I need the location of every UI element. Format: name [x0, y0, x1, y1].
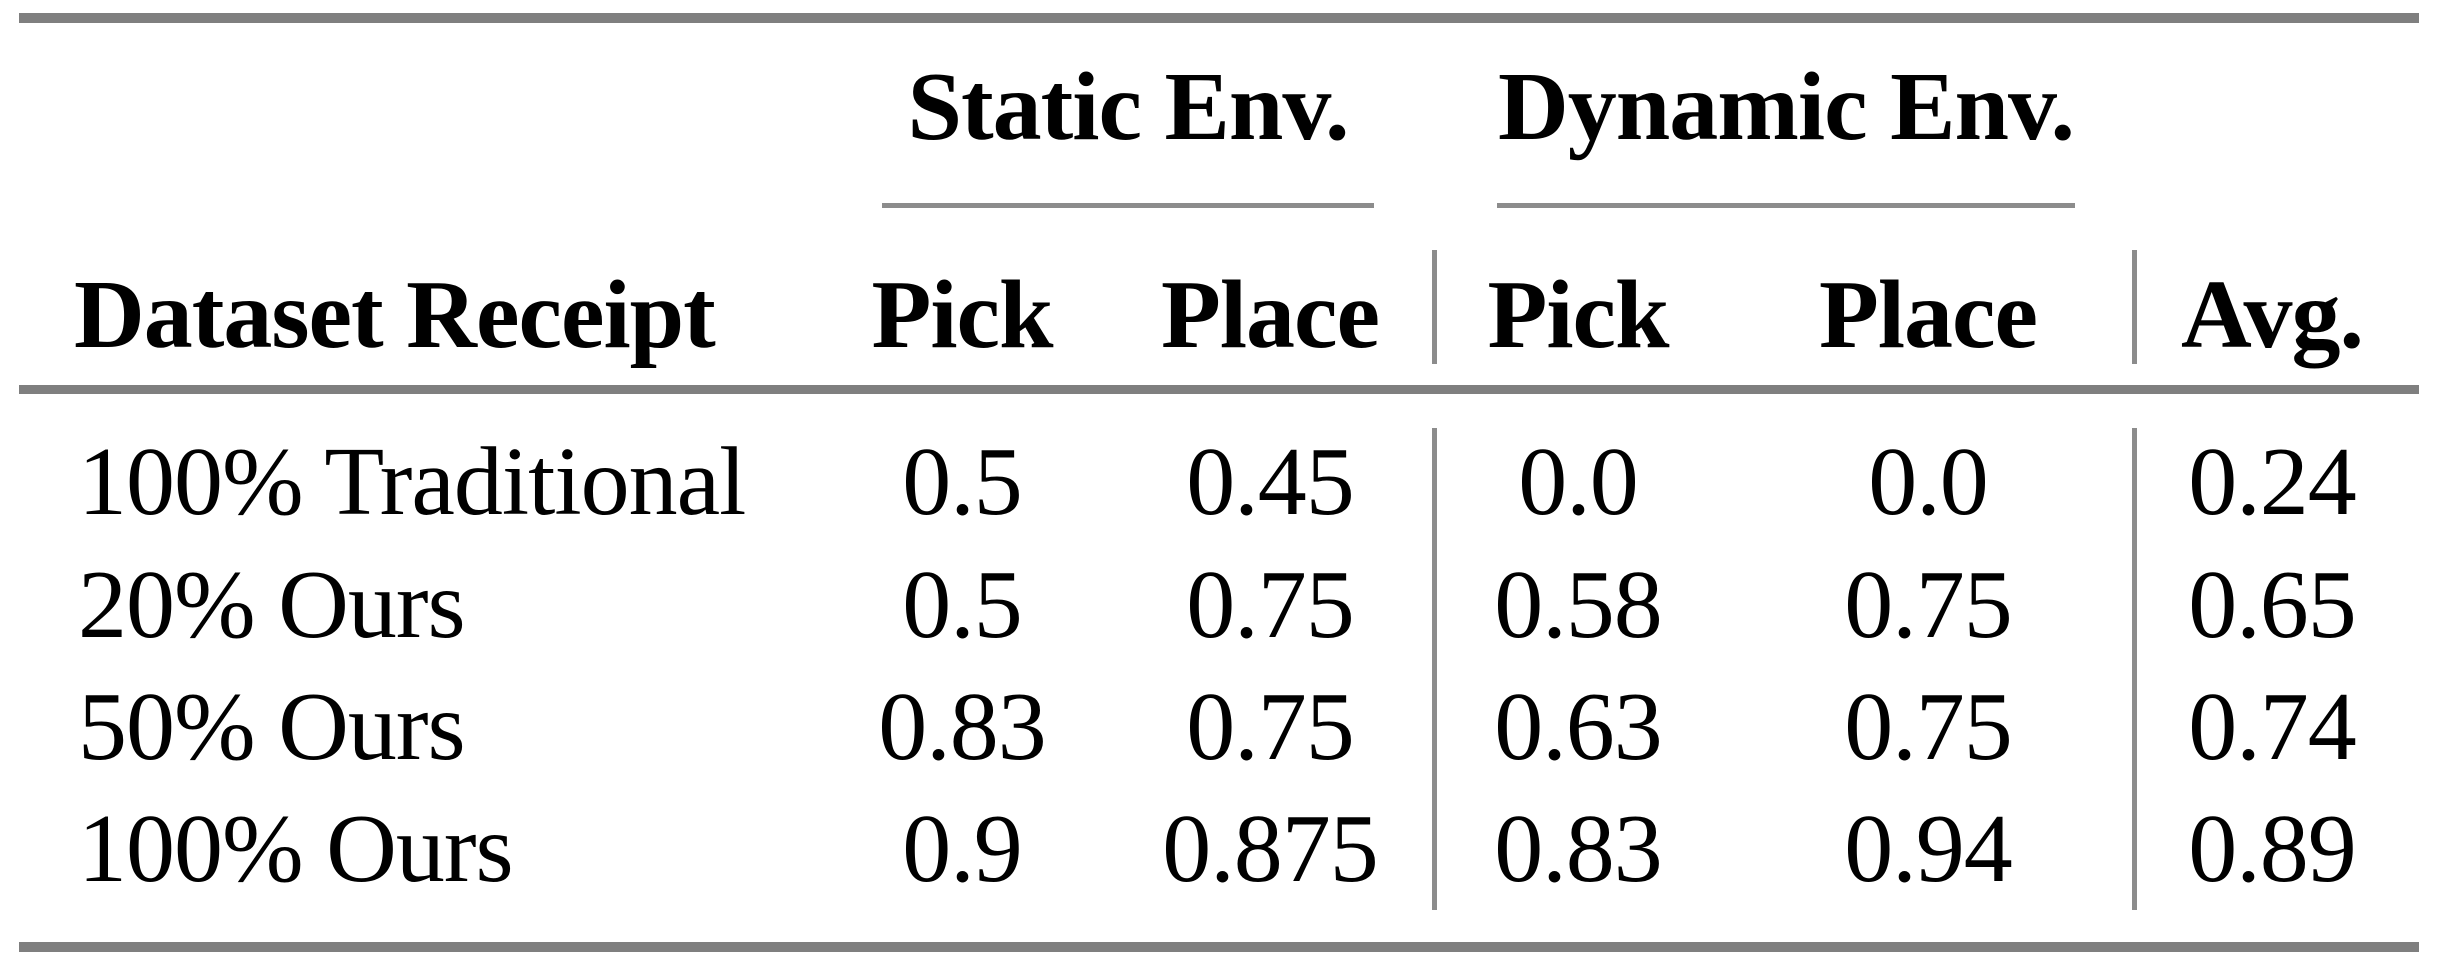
cell-dynamic-place: 0.0 [1868, 428, 1988, 536]
cell-dynamic-pick: 0.83 [1494, 795, 1662, 903]
static-env-underline [882, 203, 1374, 208]
group-header-static-env: Static Env. [907, 53, 1350, 161]
cell-avg: 0.65 [2188, 551, 2356, 659]
col-header-static-place: Place [1160, 261, 1380, 369]
cell-dynamic-place: 0.75 [1844, 551, 2012, 659]
cell-static-pick: 0.83 [878, 673, 1046, 781]
bottom-rule [19, 942, 2419, 952]
header-bottom-rule [19, 385, 2419, 394]
cell-static-pick: 0.9 [902, 795, 1022, 903]
row-label: 20% Ours [78, 551, 466, 659]
cell-avg: 0.24 [2188, 428, 2356, 536]
cell-dynamic-place: 0.75 [1844, 673, 2012, 781]
row-label: 50% Ours [78, 673, 466, 781]
cell-dynamic-pick: 0.0 [1518, 428, 1638, 536]
cell-static-place: 0.45 [1186, 428, 1354, 536]
cell-dynamic-pick: 0.58 [1494, 551, 1662, 659]
row-label: 100% Ours [78, 795, 514, 903]
cell-static-pick: 0.5 [902, 428, 1022, 536]
vertical-separator-static-dynamic-header [1432, 250, 1437, 364]
group-header-dynamic-env: Dynamic Env. [1497, 53, 2075, 161]
col-header-avg: Avg. [2181, 261, 2364, 369]
cell-avg: 0.89 [2188, 795, 2356, 903]
cell-static-place: 0.75 [1186, 673, 1354, 781]
col-header-dynamic-place: Place [1818, 261, 2038, 369]
cell-avg: 0.74 [2188, 673, 2356, 781]
dynamic-env-underline [1497, 203, 2075, 208]
vertical-separator-static-dynamic-body [1432, 428, 1437, 910]
vertical-separator-avg-header [2132, 250, 2137, 364]
col-header-dynamic-pick: Pick [1487, 261, 1669, 369]
cell-static-place: 0.75 [1186, 551, 1354, 659]
cell-dynamic-pick: 0.63 [1494, 673, 1662, 781]
col-header-dataset-receipt: Dataset Receipt [74, 261, 716, 369]
vertical-separator-avg-body [2132, 428, 2137, 910]
col-header-static-pick: Pick [871, 261, 1053, 369]
cell-static-place: 0.875 [1162, 795, 1378, 903]
row-label: 100% Traditional [78, 428, 746, 536]
cell-dynamic-place: 0.94 [1844, 795, 2012, 903]
cell-static-pick: 0.5 [902, 551, 1022, 659]
top-rule [19, 13, 2419, 23]
